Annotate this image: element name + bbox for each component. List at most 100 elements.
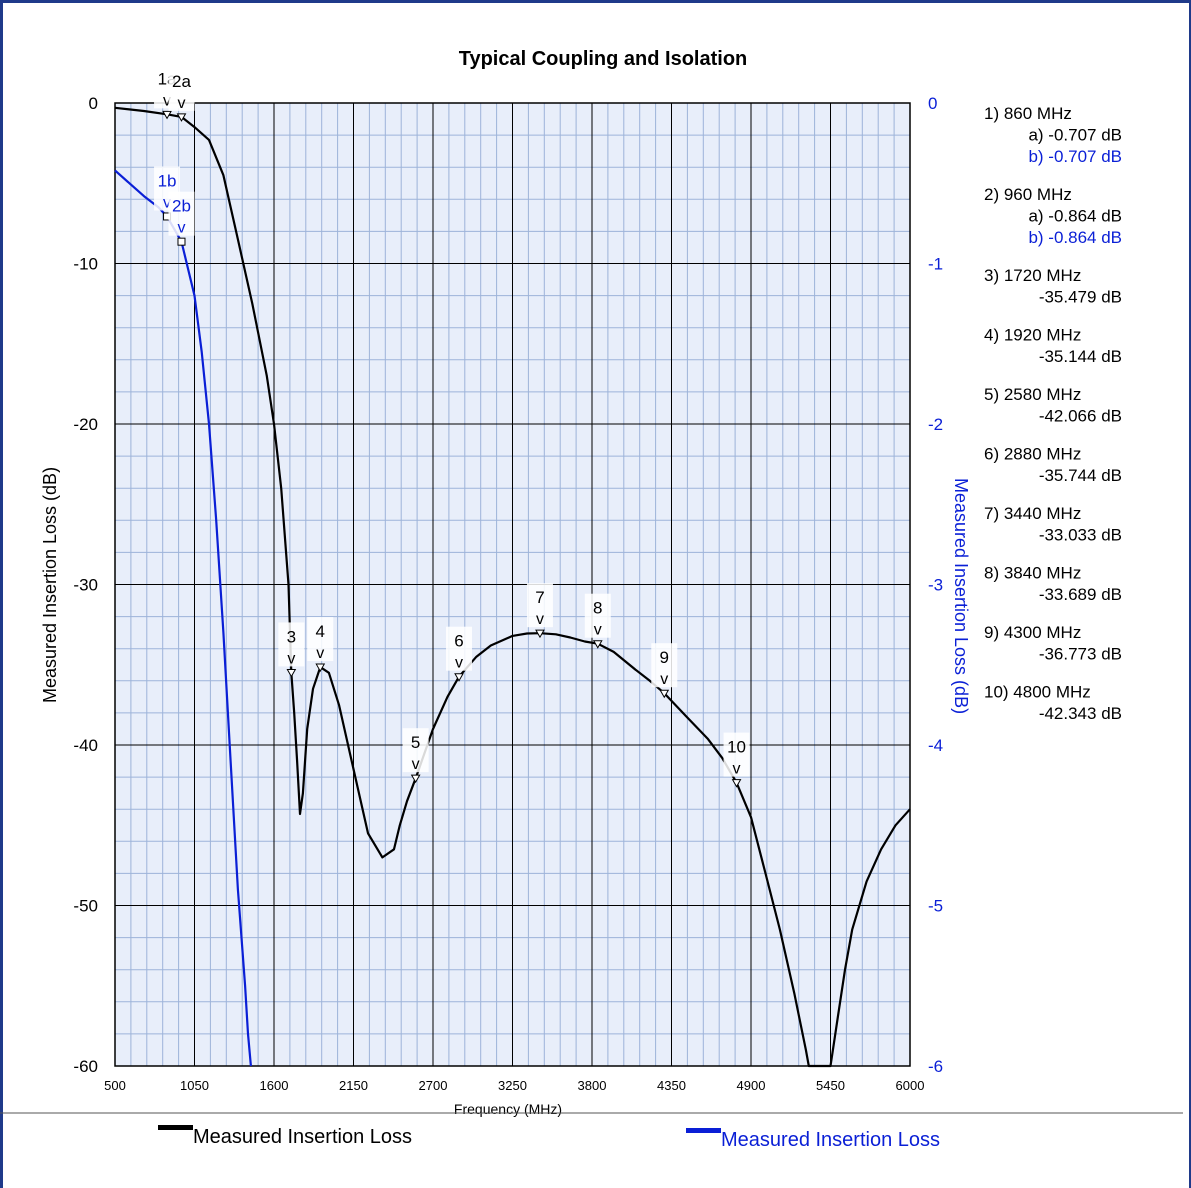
left-tick-label: -20 xyxy=(73,415,98,434)
marker-point xyxy=(731,779,742,788)
marker-point xyxy=(410,774,421,784)
x-tick-label: 5450 xyxy=(816,1078,845,1093)
x-tick-label: 1600 xyxy=(260,1078,289,1093)
marker-label-background xyxy=(723,732,750,777)
readout-frequency: 8) 3840 MHz xyxy=(984,564,1081,583)
legend-label: Measured Insertion Loss xyxy=(721,1129,940,1151)
readout-value: b) -0.864 dB xyxy=(1028,228,1122,247)
series-line-b xyxy=(114,169,252,1067)
marker-3: 3v xyxy=(278,622,305,678)
marker-9: 9v xyxy=(651,643,678,699)
left-axis-tick-labels: 0 -10 -20 -30 -40 -50 -60 xyxy=(73,94,98,1076)
readout-frequency: 6) 2880 MHz xyxy=(984,445,1081,464)
readout-frequency: 9) 4300 MHz xyxy=(984,623,1081,642)
marker-label: 6 xyxy=(454,632,463,651)
readout-frequency: 1) 860 MHz xyxy=(984,104,1072,123)
x-tick-label: 6000 xyxy=(896,1078,925,1093)
marker-arrow: v xyxy=(316,645,324,662)
legend-item-b: Measured Insertion Loss xyxy=(686,1128,940,1151)
marker-point xyxy=(535,629,545,639)
marker-label-background xyxy=(446,626,473,671)
legend-swatch xyxy=(158,1125,193,1130)
left-tick-label: -30 xyxy=(73,576,98,595)
right-tick-label: 0 xyxy=(928,94,937,113)
right-tick-label: -5 xyxy=(928,897,943,916)
readout-value: -36.773 dB xyxy=(1039,645,1122,664)
readout-frequency: 4) 1920 MHz xyxy=(984,326,1081,345)
marker-label: 8 xyxy=(593,599,602,618)
marker-arrow: v xyxy=(163,194,171,211)
readout-value: -33.033 dB xyxy=(1039,526,1122,545)
marker-label: 5 xyxy=(411,733,420,752)
x-tick-label: 2150 xyxy=(339,1078,368,1093)
left-tick-label: -50 xyxy=(73,897,98,916)
marker-2b: 2b v xyxy=(168,191,195,246)
right-axis-tick-labels: 0 -1 -2 -3 -4 -5 -6 xyxy=(928,94,943,1076)
legend-item-a: Measured Insertion Loss xyxy=(158,1125,412,1148)
marker-label-background xyxy=(168,191,195,236)
marker-arrow: v xyxy=(177,220,185,237)
marker-point xyxy=(162,110,172,120)
marker-label: 2b xyxy=(172,197,191,216)
right-tick-label: -2 xyxy=(928,415,943,434)
readout-value: a) -0.864 dB xyxy=(1028,207,1122,226)
readout-frequency: 5) 2580 MHz xyxy=(984,385,1081,404)
readout-value: a) -0.707 dB xyxy=(1028,126,1122,145)
marker-label: 10 xyxy=(727,738,746,757)
x-tick-label: 4350 xyxy=(657,1078,686,1093)
legend-swatch xyxy=(686,1128,721,1133)
plot-border xyxy=(114,102,911,1067)
marker-label-background xyxy=(651,643,678,688)
series-line-a xyxy=(114,106,911,1068)
left-tick-label: 0 xyxy=(89,94,98,113)
marker-4: 4v xyxy=(307,617,334,673)
legend-label: Measured Insertion Loss xyxy=(193,1126,412,1148)
marker-arrow: v xyxy=(163,92,171,109)
x-axis-label: Frequency (MHz) xyxy=(454,1101,562,1117)
marker-point xyxy=(177,237,186,246)
readout-frequency: 10) 4800 MHz xyxy=(984,683,1091,702)
marker-label: 2a xyxy=(172,72,191,91)
x-tick-label: 1050 xyxy=(180,1078,209,1093)
readout-value: -35.479 dB xyxy=(1039,288,1122,307)
marker-label-background xyxy=(402,728,429,773)
readout-value: -42.066 dB xyxy=(1039,407,1122,426)
marker-7: 7v xyxy=(526,583,553,639)
marker-5: 5v xyxy=(402,728,429,784)
marker-label: 1b xyxy=(158,171,177,190)
marker-label: 4 xyxy=(316,622,325,641)
marker-label: 9 xyxy=(660,648,669,667)
x-tick-label: 2700 xyxy=(419,1078,448,1093)
marker-6: 6v xyxy=(446,626,473,682)
marker-point xyxy=(659,689,670,699)
right-tick-label: -4 xyxy=(928,736,943,755)
readout-frequency: 2) 960 MHz xyxy=(984,185,1072,204)
marker-10: 10 v xyxy=(723,732,750,788)
marker-point xyxy=(315,663,326,673)
right-axis-label: Measured Insertion Loss (dB) xyxy=(951,478,971,714)
left-tick-label: -40 xyxy=(73,736,98,755)
marker-point xyxy=(454,673,464,682)
x-tick-label: 4900 xyxy=(737,1078,766,1093)
readout-frequency: 7) 3440 MHz xyxy=(984,504,1081,523)
marker-arrow: v xyxy=(455,655,463,672)
marker-arrow: v xyxy=(594,622,602,639)
left-tick-label: -60 xyxy=(73,1057,98,1076)
marker-arrow: v xyxy=(660,671,668,688)
major-grid xyxy=(114,102,911,1067)
marker-point xyxy=(176,113,187,122)
marker-readout-panel: 1) 860 MHz a) -0.707 dB b) -0.707 dB 2) 960… xyxy=(984,104,1122,723)
marker-label-background xyxy=(278,622,305,667)
marker-label: 7 xyxy=(535,588,544,607)
legend: Measured Insertion Loss Measured Insertio… xyxy=(158,1125,940,1151)
right-tick-label: -1 xyxy=(928,255,943,274)
x-tick-label: 3250 xyxy=(498,1078,527,1093)
marker-arrow: v xyxy=(536,611,544,628)
chart-title: Typical Coupling and Isolation xyxy=(459,48,748,70)
left-tick-label: -10 xyxy=(73,255,98,274)
x-axis-tick-labels: 500 1050 1600 2150 2700 3250 3800 4350 4900 5450 6… xyxy=(104,1078,924,1093)
readout-value: -33.689 dB xyxy=(1039,585,1122,604)
